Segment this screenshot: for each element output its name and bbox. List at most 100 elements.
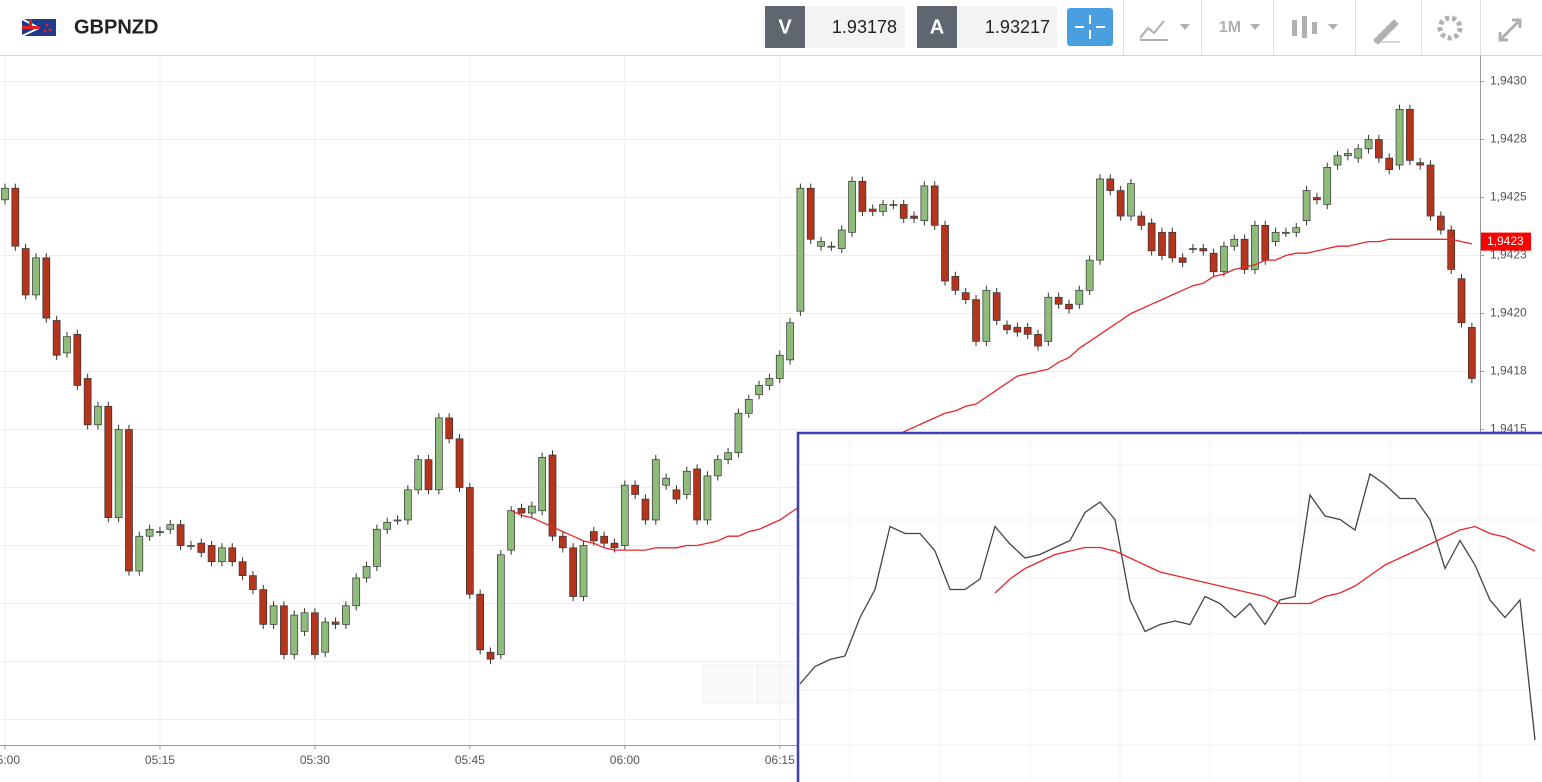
x-tick-label: 05:30 (300, 753, 330, 767)
candle-body (1354, 148, 1363, 159)
candle-body (1333, 155, 1342, 166)
ask-button[interactable] (917, 6, 957, 48)
candle-body (321, 621, 330, 653)
candle-body (300, 612, 309, 632)
timeframe-button[interactable]: 1M (1219, 19, 1241, 36)
candle-body (1344, 153, 1352, 157)
candle-body (94, 405, 102, 426)
chart-type-button[interactable] (1292, 16, 1317, 38)
candle-body (445, 417, 454, 440)
candle-body (249, 575, 257, 590)
candle-body (517, 508, 526, 514)
crosshair-button[interactable] (1067, 8, 1113, 46)
candle-body (342, 605, 350, 625)
x-tick-label: 05:45 (455, 753, 485, 767)
symbol: GBPNZD (74, 16, 158, 38)
last-price-label: 1,9423 (1487, 234, 1524, 248)
candle-body (744, 398, 753, 414)
candle-body (280, 605, 288, 655)
candle-body (1261, 225, 1270, 261)
candle-body (796, 187, 805, 312)
candle-body (1034, 334, 1042, 347)
candle-body (527, 505, 536, 514)
candle-body (1426, 164, 1435, 217)
candle-body (331, 621, 340, 625)
candle-body (1457, 278, 1466, 324)
settings-button[interactable] (1437, 15, 1463, 41)
candle-body (362, 566, 371, 579)
candle-body (373, 528, 381, 567)
overview-panel (796, 431, 1542, 782)
candle-body (1271, 231, 1280, 242)
candle-body (806, 187, 815, 240)
candle-body (1364, 139, 1373, 150)
candle-body (1302, 190, 1311, 222)
toolbar-separators (1123, 0, 1481, 55)
indicator-button[interactable] (1139, 20, 1168, 41)
candle-body (187, 545, 195, 547)
candle-body (775, 354, 784, 379)
candle-body (1189, 248, 1197, 250)
candle-body (1137, 215, 1146, 226)
candle-body (1003, 324, 1011, 331)
candle-body (620, 484, 629, 546)
candle-body (600, 535, 608, 544)
candle-body (197, 542, 206, 553)
candle-body (486, 651, 495, 660)
candle-body (703, 475, 712, 521)
candle-body (755, 385, 763, 396)
candle-body (889, 204, 898, 206)
candle-body (848, 180, 856, 233)
candle-body (1406, 109, 1414, 161)
scroll-control[interactable] (702, 664, 796, 704)
bid-label: V (778, 16, 792, 38)
candle-body (858, 180, 867, 212)
x-tick-label: 05:00 (0, 753, 20, 767)
candle-body (941, 225, 949, 282)
fullscreen-button[interactable] (1498, 18, 1522, 42)
y-tick-label: 1,9430 (1490, 74, 1527, 88)
draw-button[interactable] (1373, 19, 1400, 45)
candle-body (63, 336, 71, 354)
candle-body (589, 531, 598, 542)
bid-box (805, 6, 905, 48)
candle-body (951, 276, 960, 291)
candle-body (1054, 296, 1063, 305)
candle-body (765, 378, 774, 386)
y-tick-label: 1,9418 (1490, 364, 1527, 378)
flag-icon (21, 18, 56, 37)
candle-body (548, 454, 557, 537)
candle-body (1168, 231, 1177, 259)
candle-body (672, 489, 681, 500)
y-tick-label: 1,9423 (1490, 248, 1527, 262)
crosshair-icon (1075, 15, 1105, 39)
candle-body (1158, 231, 1166, 256)
candle-body (1240, 238, 1249, 270)
candle-body (930, 185, 939, 226)
candle-body (435, 417, 443, 491)
bid-price: 1.93178 (832, 17, 897, 37)
candle-body (32, 257, 40, 296)
y-tick-label: 1,9428 (1490, 132, 1527, 146)
candle-body (476, 593, 485, 651)
bid-button[interactable] (765, 6, 805, 48)
candle-body (1251, 225, 1259, 270)
candle-body (1395, 109, 1404, 166)
candle-body (1220, 245, 1228, 273)
candle-body (610, 542, 619, 549)
ask-price: 1.93217 (985, 17, 1050, 37)
candle-body (1147, 222, 1156, 252)
indicator-caret (1180, 24, 1190, 30)
line-series (799, 472, 1536, 741)
candle-body (383, 521, 392, 530)
candle-body (507, 510, 516, 551)
candle-body (114, 429, 123, 519)
candle-body (817, 241, 825, 247)
candle-body (83, 378, 92, 426)
candle-body (1127, 183, 1135, 217)
y-tick-label: 1,9425 (1490, 190, 1527, 204)
candle-body (724, 452, 732, 461)
candle-body (1468, 327, 1476, 379)
candle-body (1106, 178, 1115, 191)
candle-body (145, 528, 154, 537)
